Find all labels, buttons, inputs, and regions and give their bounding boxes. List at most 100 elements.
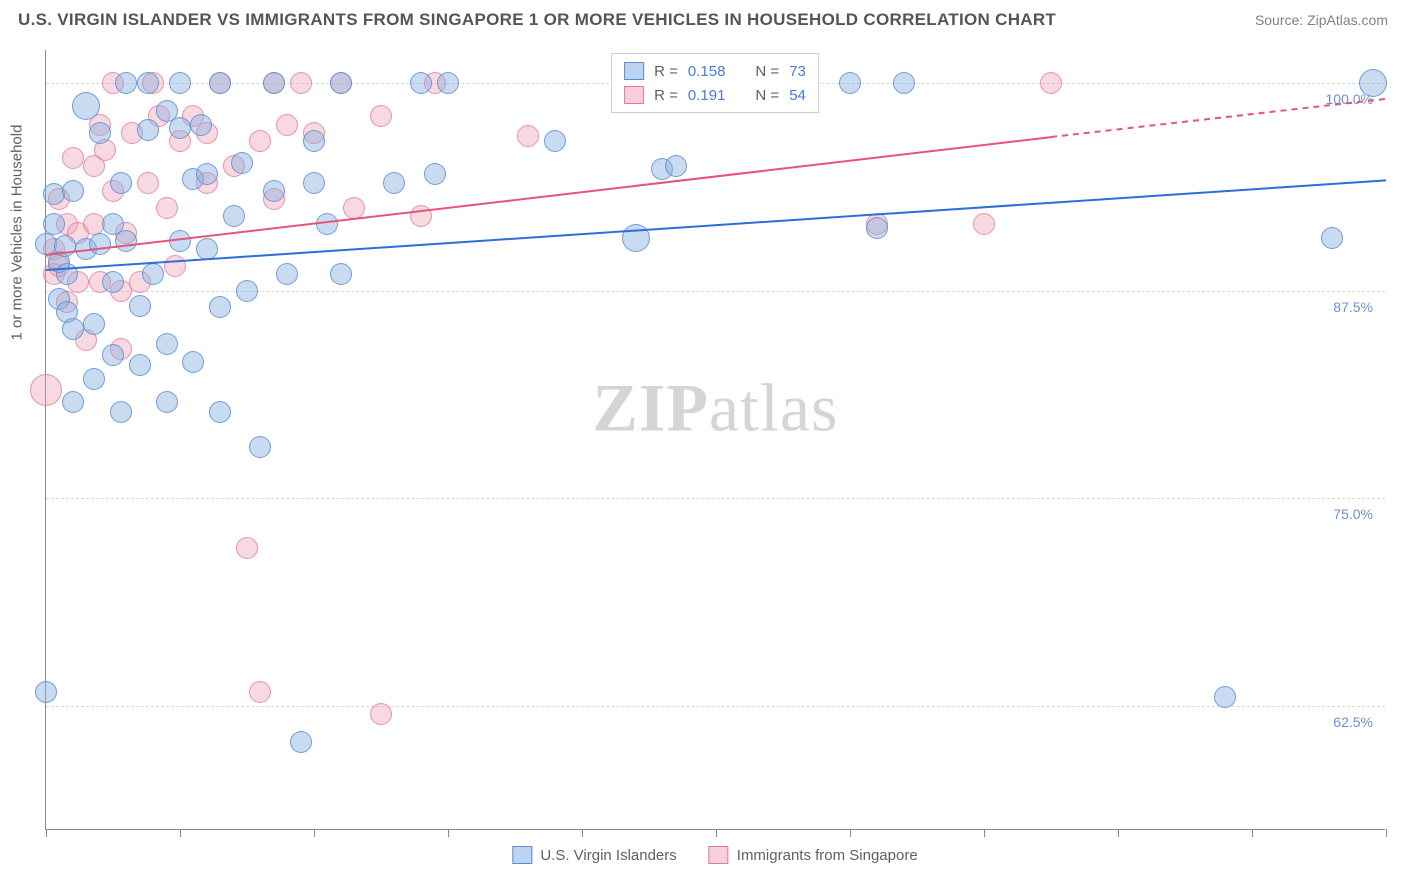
data-point bbox=[223, 205, 245, 227]
r-value-pink: 0.191 bbox=[688, 87, 726, 104]
data-point bbox=[43, 213, 65, 235]
data-point bbox=[410, 72, 432, 94]
data-point bbox=[209, 296, 231, 318]
chart-header: U.S. VIRGIN ISLANDER VS IMMIGRANTS FROM … bbox=[0, 0, 1406, 36]
x-tick bbox=[716, 829, 717, 837]
data-point bbox=[72, 92, 100, 120]
data-point bbox=[249, 681, 271, 703]
data-point bbox=[249, 130, 271, 152]
data-point bbox=[343, 197, 365, 219]
data-point bbox=[62, 147, 84, 169]
data-point bbox=[893, 72, 915, 94]
data-point bbox=[330, 72, 352, 94]
data-point bbox=[424, 163, 446, 185]
data-point bbox=[137, 172, 159, 194]
data-point bbox=[1359, 69, 1387, 97]
data-point bbox=[437, 72, 459, 94]
series-legend: U.S. Virgin Islanders Immigrants from Si… bbox=[512, 846, 917, 864]
data-point bbox=[517, 125, 539, 147]
data-point bbox=[110, 172, 132, 194]
swatch-pink bbox=[709, 846, 729, 864]
x-tick bbox=[582, 829, 583, 837]
data-point bbox=[263, 72, 285, 94]
data-point bbox=[137, 119, 159, 141]
data-point bbox=[196, 163, 218, 185]
trend-line bbox=[46, 136, 1051, 256]
x-tick bbox=[850, 829, 851, 837]
data-point bbox=[276, 263, 298, 285]
data-point bbox=[263, 180, 285, 202]
x-tick bbox=[46, 829, 47, 837]
data-point bbox=[316, 213, 338, 235]
data-point bbox=[110, 401, 132, 423]
gridline bbox=[46, 706, 1385, 707]
data-point bbox=[1214, 686, 1236, 708]
data-point bbox=[89, 122, 111, 144]
x-tick bbox=[314, 829, 315, 837]
data-point bbox=[62, 391, 84, 413]
x-tick bbox=[180, 829, 181, 837]
data-point bbox=[182, 351, 204, 373]
r-prefix: R = bbox=[654, 87, 678, 104]
data-point bbox=[129, 354, 151, 376]
data-point bbox=[866, 217, 888, 239]
n-prefix: N = bbox=[755, 63, 779, 80]
data-point bbox=[156, 391, 178, 413]
data-point bbox=[330, 263, 352, 285]
data-point bbox=[1321, 227, 1343, 249]
correlation-legend: R = 0.158 N = 73 R = 0.191 N = 54 bbox=[611, 53, 819, 113]
data-point bbox=[209, 72, 231, 94]
data-point bbox=[973, 213, 995, 235]
data-point bbox=[249, 436, 271, 458]
data-point bbox=[370, 703, 392, 725]
data-point bbox=[62, 318, 84, 340]
n-value-pink: 54 bbox=[789, 87, 806, 104]
data-point bbox=[62, 180, 84, 202]
scatter-chart: ZIPatlas 62.5%75.0%87.5%100.0% 1 or more… bbox=[45, 50, 1385, 830]
data-point bbox=[665, 155, 687, 177]
x-tick bbox=[1252, 829, 1253, 837]
data-point bbox=[115, 230, 137, 252]
chart-title: U.S. VIRGIN ISLANDER VS IMMIGRANTS FROM … bbox=[18, 10, 1056, 30]
data-point bbox=[383, 172, 405, 194]
data-point bbox=[231, 152, 253, 174]
data-point bbox=[156, 333, 178, 355]
watermark-text: ZIPatlas bbox=[593, 369, 839, 448]
data-point bbox=[142, 263, 164, 285]
data-point bbox=[303, 130, 325, 152]
data-point bbox=[89, 233, 111, 255]
data-point bbox=[169, 72, 191, 94]
data-point bbox=[236, 537, 258, 559]
data-point bbox=[83, 368, 105, 390]
y-tick-label: 75.0% bbox=[1333, 506, 1373, 522]
data-point bbox=[30, 374, 62, 406]
y-tick-label: 87.5% bbox=[1333, 299, 1373, 315]
chart-source: Source: ZipAtlas.com bbox=[1255, 12, 1388, 28]
r-value-blue: 0.158 bbox=[688, 63, 726, 80]
y-tick-label: 62.5% bbox=[1333, 714, 1373, 730]
data-point bbox=[622, 224, 650, 252]
legend-label-pink: Immigrants from Singapore bbox=[737, 847, 918, 864]
y-axis-title: 1 or more Vehicles in Household bbox=[9, 125, 26, 341]
data-point bbox=[370, 105, 392, 127]
data-point bbox=[35, 681, 57, 703]
data-point bbox=[303, 172, 325, 194]
data-point bbox=[156, 197, 178, 219]
legend-row-blue: R = 0.158 N = 73 bbox=[624, 59, 806, 83]
data-point bbox=[839, 72, 861, 94]
data-point bbox=[129, 295, 151, 317]
data-point bbox=[102, 271, 124, 293]
data-point bbox=[169, 117, 191, 139]
data-point bbox=[83, 313, 105, 335]
legend-label-blue: U.S. Virgin Islanders bbox=[540, 847, 676, 864]
x-tick bbox=[1118, 829, 1119, 837]
n-value-blue: 73 bbox=[789, 63, 806, 80]
legend-item-blue: U.S. Virgin Islanders bbox=[512, 846, 676, 864]
swatch-pink bbox=[624, 86, 644, 104]
legend-row-pink: R = 0.191 N = 54 bbox=[624, 83, 806, 107]
data-point bbox=[1040, 72, 1062, 94]
legend-item-pink: Immigrants from Singapore bbox=[709, 846, 918, 864]
plot-area: ZIPatlas 62.5%75.0%87.5%100.0% bbox=[45, 50, 1385, 830]
x-tick bbox=[448, 829, 449, 837]
data-point bbox=[290, 731, 312, 753]
